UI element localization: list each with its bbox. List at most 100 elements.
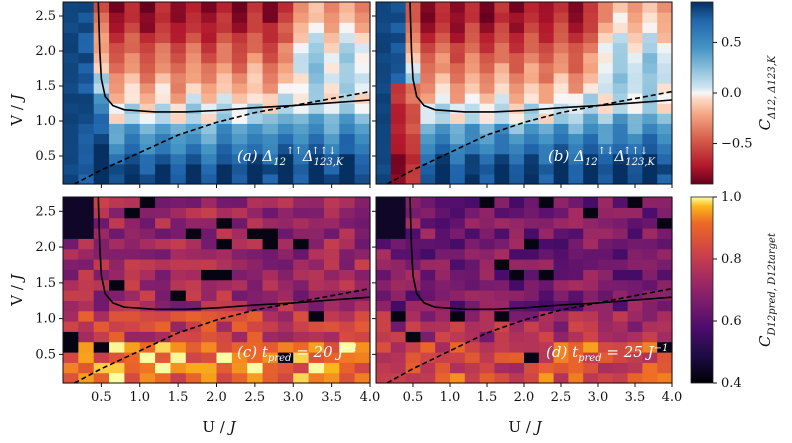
heatmap-cell <box>277 113 294 124</box>
heatmap-cell <box>553 143 569 155</box>
heatmap-cell <box>598 300 614 312</box>
heatmap-cell <box>277 279 294 291</box>
heatmap-cell <box>155 22 172 33</box>
heatmap-cell <box>450 133 466 145</box>
heatmap-cell <box>293 72 310 84</box>
heatmap-cell <box>170 362 187 374</box>
heatmap-cell <box>354 300 371 312</box>
heatmap-cell <box>63 217 79 229</box>
panel-d: 0.5 1.0 1.5 2.0 2.5 3.0 3.5 4.0 <box>372 196 682 405</box>
x-axis-label-left: U / J <box>202 418 236 436</box>
heatmap-cell <box>185 2 202 13</box>
heatmap-cell <box>642 153 658 165</box>
heatmap-cell <box>376 173 392 185</box>
heatmap-cell <box>657 2 673 13</box>
heatmap-cell <box>450 22 466 33</box>
heatmap-cell <box>247 217 264 229</box>
heatmap-cell <box>509 310 525 322</box>
heatmap-cell <box>657 248 673 260</box>
heatmap-cell <box>339 362 356 374</box>
heatmap-cell <box>216 217 233 229</box>
heatmap-cell <box>553 62 569 74</box>
heatmap-cell <box>247 238 264 250</box>
heatmap-cell <box>553 12 569 23</box>
heatmap-cell <box>308 321 325 332</box>
heatmap-cell <box>450 2 466 13</box>
heatmap-cell <box>450 32 466 44</box>
heatmap-cell <box>390 113 407 124</box>
heatmap-cell <box>464 103 481 114</box>
heatmap-cell <box>376 42 392 54</box>
heatmap-cell <box>657 173 673 185</box>
heatmap-cell <box>201 352 218 363</box>
heatmap-cell <box>494 341 510 353</box>
heatmap-cell <box>390 372 407 384</box>
y-tick-label: 1.5 <box>35 276 56 291</box>
heatmap-cell <box>376 153 392 165</box>
heatmap-cell <box>170 163 187 175</box>
heatmap-cell <box>323 372 340 384</box>
heatmap-cell <box>63 113 79 124</box>
heatmap-cell <box>170 42 187 54</box>
heatmap-cell <box>479 259 495 270</box>
heatmap-cell <box>642 207 658 219</box>
heatmap-cell <box>538 269 555 281</box>
heatmap-cell <box>216 42 233 54</box>
heatmap-cell <box>390 228 407 239</box>
heatmap-cell <box>170 103 187 114</box>
heatmap-cell <box>509 72 525 84</box>
heatmap-cell <box>201 62 218 74</box>
heatmap-cell <box>642 32 658 44</box>
heatmap-cell <box>612 362 629 374</box>
heatmap-cell <box>538 341 555 353</box>
heatmap-cell <box>509 341 525 353</box>
heatmap-cell <box>524 113 540 124</box>
heatmap-cell <box>354 259 371 270</box>
heatmap-cell <box>524 2 540 13</box>
heatmap-cell <box>155 32 172 44</box>
heatmap-cell <box>509 248 525 260</box>
heatmap-cell <box>509 42 525 54</box>
heatmap-cell <box>339 133 356 145</box>
heatmap-cell <box>323 62 340 74</box>
heatmap-cell <box>435 290 451 301</box>
heatmap-cell <box>78 341 95 353</box>
heatmap-cell <box>201 279 218 291</box>
heatmap-cell <box>109 352 125 363</box>
heatmap-cell <box>642 197 658 208</box>
heatmap-cell <box>231 321 248 332</box>
heatmap-cell <box>435 207 451 219</box>
heatmap-cell <box>155 248 172 260</box>
heatmap-cell <box>657 372 673 384</box>
heatmap-cell <box>509 372 525 384</box>
heatmap-cell <box>293 279 310 291</box>
heatmap-cell <box>642 341 658 353</box>
heatmap-cell <box>201 207 218 219</box>
heatmap-cell <box>247 259 264 270</box>
heatmap-cell <box>201 290 218 301</box>
heatmap-cell <box>479 173 495 185</box>
heatmap-cell <box>568 207 584 219</box>
heatmap-cell <box>262 207 279 219</box>
heatmap-cell <box>435 300 451 312</box>
heatmap-cell <box>155 310 172 322</box>
heatmap-cell <box>247 93 264 104</box>
heatmap-cell <box>538 248 555 260</box>
heatmap-cell <box>93 248 110 260</box>
heatmap-cell <box>308 72 325 84</box>
heatmap-cell <box>308 163 325 175</box>
heatmap-cell <box>231 331 248 343</box>
heatmap-cell <box>247 22 264 33</box>
heatmap-cell <box>231 52 248 64</box>
heatmap-cell <box>262 269 279 281</box>
heatmap-cell <box>583 269 599 281</box>
heatmap-cell <box>627 197 643 208</box>
heatmap-cell <box>339 82 356 94</box>
heatmap-cell <box>568 52 584 64</box>
heatmap-cell <box>63 331 79 343</box>
heatmap-cell <box>201 217 218 229</box>
heatmap-cell <box>339 372 356 384</box>
heatmap-cell <box>231 197 248 208</box>
heatmap-cell <box>216 52 233 64</box>
heatmap-cell <box>642 93 658 104</box>
